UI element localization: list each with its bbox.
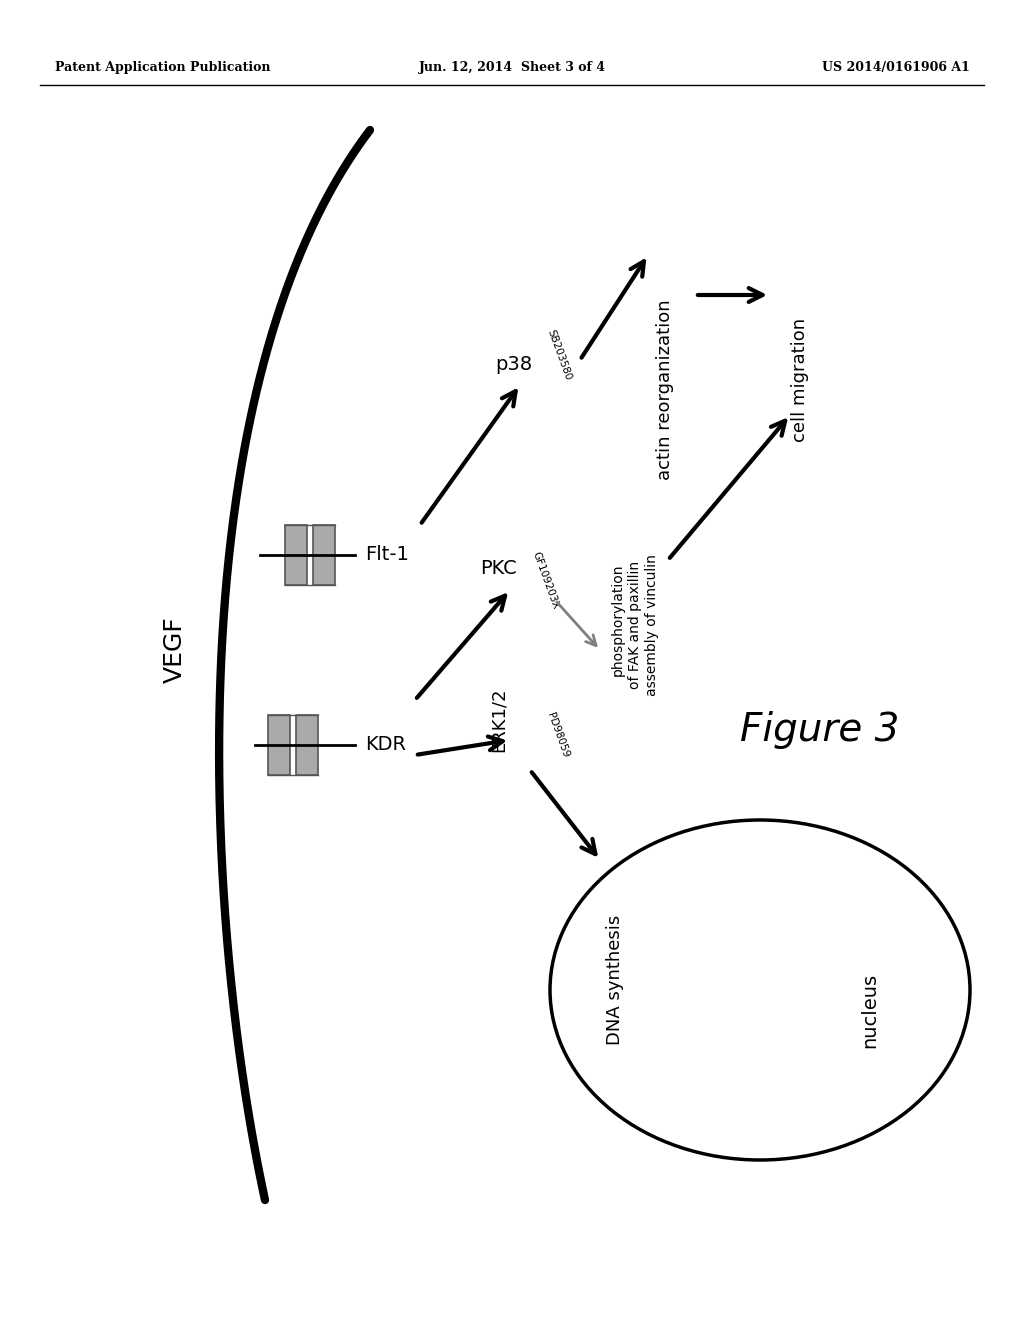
Text: GF109203X: GF109203X xyxy=(530,550,560,610)
Text: ERK1/2: ERK1/2 xyxy=(490,688,508,752)
Text: PD98059: PD98059 xyxy=(545,711,570,759)
Bar xyxy=(285,525,307,585)
Bar xyxy=(268,715,290,775)
Bar xyxy=(313,525,335,585)
Text: actin reorganization: actin reorganization xyxy=(656,300,674,480)
Text: SB203580: SB203580 xyxy=(545,329,572,381)
Bar xyxy=(296,715,318,775)
Text: Figure 3: Figure 3 xyxy=(740,711,900,748)
Text: cell migration: cell migration xyxy=(791,318,809,442)
Text: Flt-1: Flt-1 xyxy=(365,545,409,565)
Text: of FAK and paxillin: of FAK and paxillin xyxy=(628,561,642,689)
Text: assembly of vinculin: assembly of vinculin xyxy=(645,554,659,696)
Text: p38: p38 xyxy=(495,355,532,375)
Text: DNA synthesis: DNA synthesis xyxy=(606,915,624,1045)
Text: phosphorylation: phosphorylation xyxy=(611,564,625,676)
Text: PKC: PKC xyxy=(480,558,517,578)
Text: Jun. 12, 2014  Sheet 3 of 4: Jun. 12, 2014 Sheet 3 of 4 xyxy=(419,62,605,74)
Text: Patent Application Publication: Patent Application Publication xyxy=(55,62,270,74)
Text: VEGF: VEGF xyxy=(163,616,187,684)
Text: nucleus: nucleus xyxy=(860,973,880,1048)
Text: KDR: KDR xyxy=(365,735,406,755)
Text: US 2014/0161906 A1: US 2014/0161906 A1 xyxy=(822,62,970,74)
